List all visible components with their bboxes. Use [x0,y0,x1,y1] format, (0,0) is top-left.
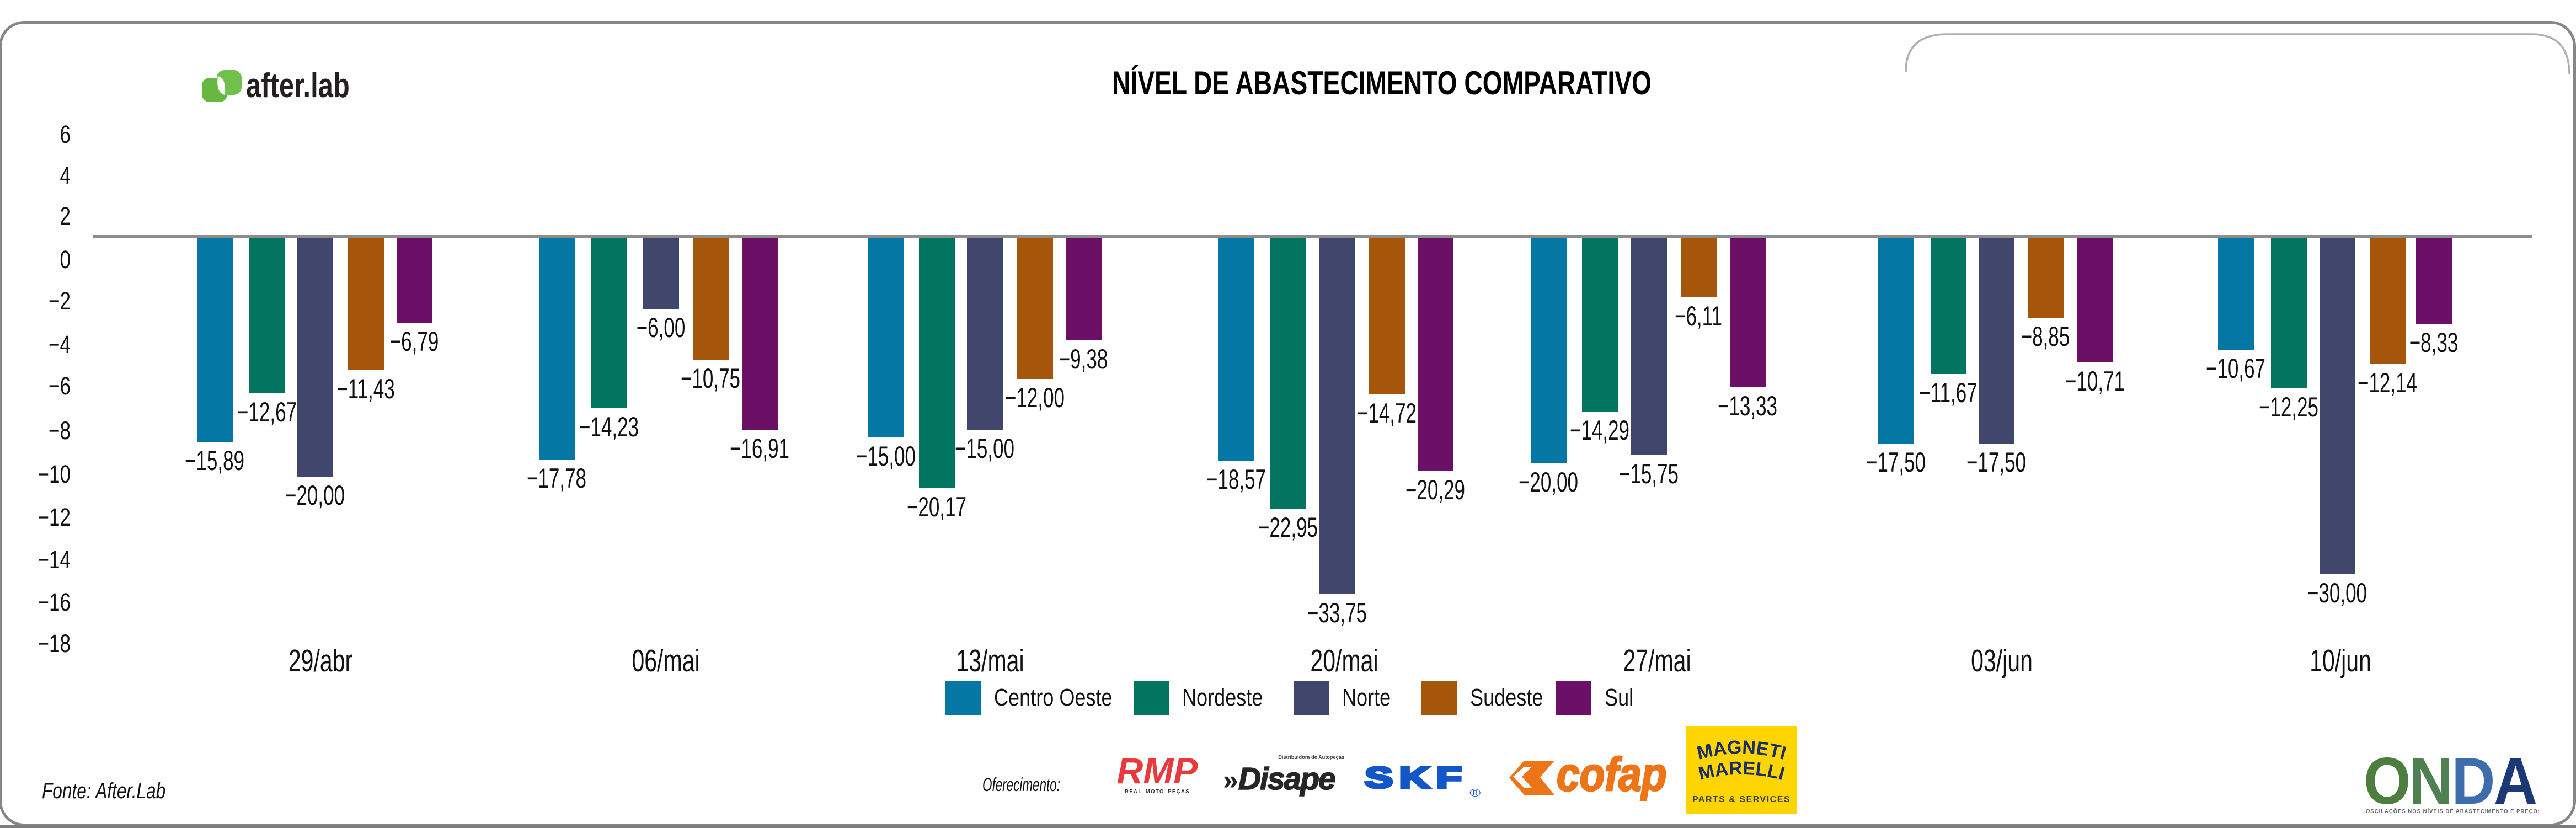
svg-text:OSCILAÇÕES NOS NÍVEIS DE ABAST: OSCILAÇÕES NOS NÍVEIS DE ABASTECIMENTO E… [2366,808,2540,815]
svg-text:ONDA: ONDA [2364,746,2536,818]
svg-text:PARTS & SERVICES: PARTS & SERVICES [1692,795,1791,804]
